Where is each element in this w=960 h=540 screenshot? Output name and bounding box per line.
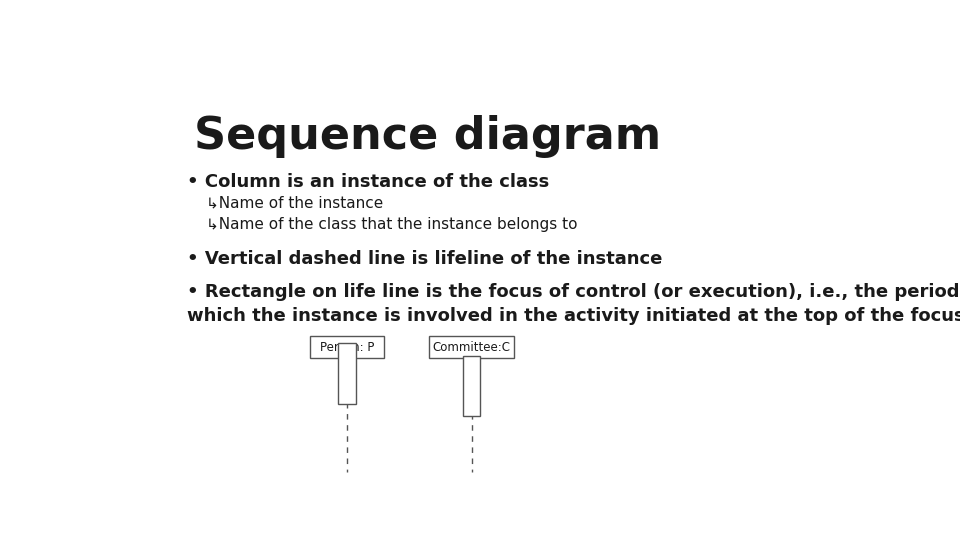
Text: ↳Name of the instance: ↳Name of the instance: [205, 196, 383, 211]
Text: Person: P: Person: P: [320, 341, 374, 354]
Text: • Column is an instance of the class: • Column is an instance of the class: [187, 173, 549, 191]
Text: Sequence diagram: Sequence diagram: [194, 114, 661, 158]
Bar: [338, 343, 356, 404]
Text: • Vertical dashed line is lifeline of the instance: • Vertical dashed line is lifeline of th…: [187, 250, 662, 268]
FancyBboxPatch shape: [429, 336, 515, 358]
Text: Committee:C: Committee:C: [433, 341, 511, 354]
Text: ↳Name of the class that the instance belongs to: ↳Name of the class that the instance bel…: [205, 217, 577, 232]
FancyBboxPatch shape: [310, 336, 384, 358]
Text: • Rectangle on life line is the focus of control (or execution), i.e., the perio: • Rectangle on life line is the focus of…: [187, 283, 960, 325]
Bar: [463, 356, 480, 416]
